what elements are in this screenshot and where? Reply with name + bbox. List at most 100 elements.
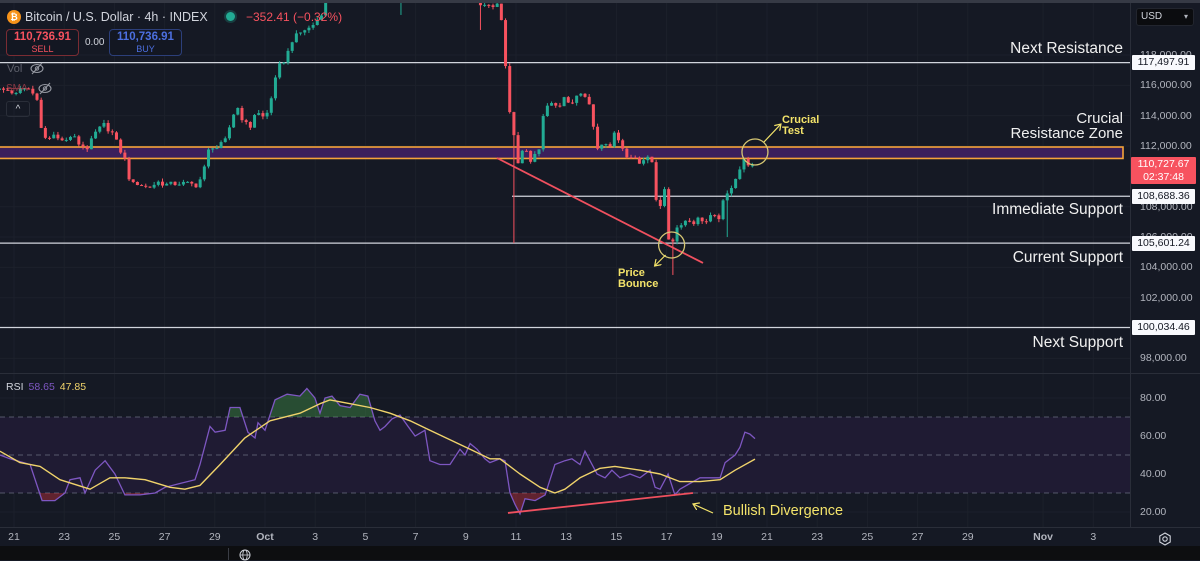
price-bounce-arrow[interactable] — [655, 254, 667, 266]
chevron-up-icon: ^ — [15, 104, 21, 115]
pane-separator[interactable] — [0, 373, 1200, 374]
current-support-label[interactable]: Current Support — [1012, 249, 1123, 266]
candle — [671, 237, 675, 275]
candle — [709, 212, 713, 223]
candle — [52, 131, 56, 139]
candle — [504, 18, 508, 69]
time-tick-label: 19 — [710, 531, 723, 543]
candle — [637, 156, 641, 164]
candle — [315, 17, 319, 26]
candle — [478, 3, 482, 30]
candle — [608, 142, 612, 148]
candle — [64, 137, 68, 142]
crucial-resistance-zone-label[interactable]: Crucial Resistance Zone — [1010, 110, 1123, 142]
rsi-legend[interactable]: RSI 58.65 47.85 — [6, 381, 86, 393]
candle — [625, 147, 629, 159]
time-tick-label: 29 — [961, 531, 974, 543]
candle — [299, 32, 303, 36]
candle — [43, 126, 47, 140]
currency-select[interactable]: USD ▾ — [1136, 8, 1194, 26]
time-tick-label: 27 — [158, 531, 171, 543]
eye-slash-icon[interactable] — [38, 82, 52, 95]
resistance-zone[interactable] — [0, 146, 1124, 160]
candle — [629, 154, 633, 159]
time-axis[interactable] — [0, 527, 1200, 546]
immediate-support-label[interactable]: Immediate Support — [992, 201, 1123, 218]
time-tick-label: Nov — [1033, 531, 1054, 543]
buy-button[interactable]: 110,736.91 BUY — [109, 29, 182, 56]
time-tick-label: 21 — [761, 531, 773, 543]
candle — [177, 181, 181, 186]
descending-trendline[interactable] — [496, 157, 704, 264]
hidden-indicator-label[interactable]: SMA — [6, 83, 28, 94]
price-tick-label: 116,000.00 — [1140, 79, 1192, 92]
candle — [282, 62, 286, 65]
volume-indicator-label[interactable]: Vol — [7, 63, 23, 75]
crucial-test-note[interactable]: Crucial Test — [782, 114, 820, 137]
crucial-test-circle[interactable] — [741, 138, 769, 166]
candle — [273, 75, 277, 101]
price-bounce-note[interactable]: Price Bounce — [618, 267, 659, 290]
bullish-divergence-line[interactable] — [507, 492, 694, 514]
candle — [2, 86, 6, 93]
time-tick-label: 17 — [660, 531, 673, 543]
candle — [658, 197, 662, 209]
candle — [591, 104, 595, 130]
symbol-title[interactable]: Bitcoin / U.S. Dollar · 4h · INDEX — [25, 10, 208, 24]
candle — [307, 25, 311, 34]
market-open-status-icon — [226, 12, 235, 21]
eye-slash-icon[interactable] — [30, 62, 44, 75]
collapse-legend-button[interactable]: ^ — [6, 101, 30, 117]
level-price-label: 105,601.24 — [1132, 235, 1195, 251]
sell-button[interactable]: 110,736.91 SELL — [6, 29, 79, 56]
candle — [587, 93, 591, 105]
price-axis[interactable] — [1130, 3, 1200, 527]
candle — [554, 102, 558, 108]
candle — [148, 186, 152, 188]
rsi-tick-label: 20.00 — [1140, 506, 1167, 518]
candle — [186, 181, 190, 183]
candle — [219, 140, 223, 149]
candle — [541, 113, 545, 152]
time-tick-label: 11 — [510, 531, 522, 543]
toolbar-divider — [228, 548, 229, 560]
candle — [545, 103, 549, 117]
crucial-test-arrow[interactable] — [763, 124, 781, 143]
candle — [156, 180, 160, 187]
candle — [570, 99, 574, 105]
candle — [194, 183, 198, 188]
price-bounce-circle[interactable] — [657, 231, 686, 259]
candle — [85, 145, 89, 152]
time-tick-label: 27 — [911, 531, 924, 543]
candle — [717, 213, 721, 223]
current-price: 110,727.67 — [1137, 158, 1190, 170]
time-tick-label: Oct — [256, 531, 274, 543]
bullish-divergence-arrow[interactable] — [693, 504, 714, 514]
settings-gear-icon[interactable] — [1158, 532, 1172, 546]
globe-icon[interactable] — [239, 549, 251, 561]
candle — [48, 136, 52, 140]
candle — [202, 164, 206, 182]
candle — [198, 176, 202, 189]
rsi-line[interactable] — [0, 387, 756, 516]
candle — [0, 88, 1, 91]
candle — [152, 181, 156, 189]
candle — [181, 179, 185, 186]
candle — [240, 105, 244, 123]
candle — [140, 184, 144, 187]
candle — [114, 131, 118, 140]
next-support-label[interactable]: Next Support — [1032, 334, 1123, 351]
time-tick-label: 3 — [1090, 531, 1097, 543]
candle — [621, 138, 625, 152]
candle — [516, 131, 520, 164]
candle — [311, 22, 315, 30]
price-tick-label: 102,000.00 — [1140, 291, 1193, 304]
rsi-ma-line[interactable] — [0, 399, 756, 494]
next-resistance-label[interactable]: Next Resistance — [1010, 40, 1123, 57]
spread-value: 0.00 — [85, 37, 105, 48]
bullish-divergence-note[interactable]: Bullish Divergence — [723, 503, 844, 519]
candle — [679, 223, 683, 230]
candle — [558, 102, 562, 108]
level-price-label: 117,497.91 — [1132, 55, 1195, 71]
